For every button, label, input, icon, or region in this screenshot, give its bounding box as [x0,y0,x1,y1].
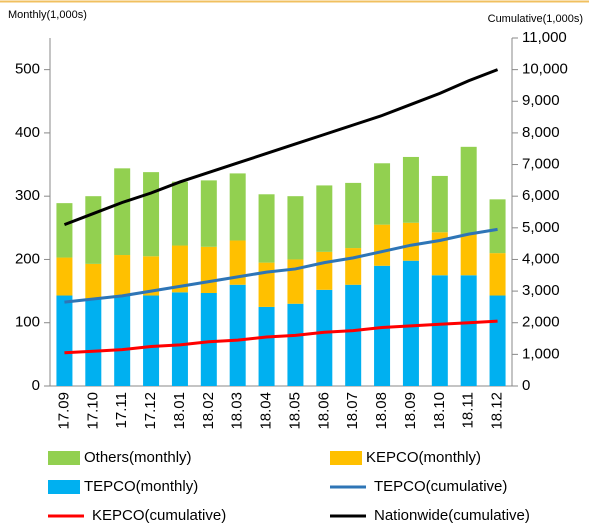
bar-segment [114,295,131,386]
y2-tick-label: 11,000 [522,29,567,46]
y-tick-label: 400 [15,124,40,141]
bar-segment [143,295,160,386]
bar-segment [85,263,102,299]
bar-segment [85,298,102,386]
x-tick-label: 18.12 [489,392,506,430]
line-series [64,227,498,304]
bar-segment [402,156,419,223]
y2-tick-label: 1,000 [522,345,560,362]
bar-segment [345,284,362,386]
bar-segment [287,196,304,260]
bar-segment [287,303,304,386]
bar-segment [229,284,246,386]
y2-tick-label: 3,000 [522,282,560,299]
y2-tick-label: 8,000 [522,124,560,141]
bar-segment [316,251,333,290]
y2-tick-label: 5,000 [522,219,560,236]
bar-segment [402,260,419,386]
x-tick-label: 17.11 [113,392,130,428]
legend-label: KEPCO(cumulative) [92,507,226,524]
x-tick-label: 18.02 [200,392,217,430]
bar-segment [171,245,188,293]
bar-segment [374,224,391,266]
y2-tick-label: 4,000 [522,250,560,267]
bar-segment [489,253,506,296]
bar-segment [316,185,333,252]
bar-segment [258,262,275,307]
legend-label: Others(monthly) [84,449,192,466]
bar-segment [56,295,73,386]
x-tick-label: 18.03 [229,392,246,430]
x-tick-label: 18.06 [315,392,332,430]
x-tick-label: 18.11 [460,392,477,428]
legend-label: Nationwide(cumulative) [374,507,530,524]
bar-segment [489,295,506,386]
y-tick-label: 500 [15,61,40,78]
x-tick-label: 18.05 [286,392,303,430]
x-tick-label: 18.07 [344,392,361,430]
bar-segment [85,196,102,264]
y2-axis-title: Cumulative(1,000s) [488,13,583,25]
y-tick-label: 300 [15,187,40,204]
bar-segment [489,199,506,254]
bar-segment [200,292,217,386]
legend-label: KEPCO(monthly) [366,449,481,466]
bar-segment [143,256,160,296]
x-tick-label: 18.01 [171,392,188,430]
bar-segment [460,234,477,276]
bar-segment [287,259,304,304]
y2-tick-label: 9,000 [522,92,560,109]
legend-swatch [48,480,80,494]
bar-segment [345,248,362,285]
bar-segment [229,173,246,241]
y-tick-label: 200 [15,250,40,267]
line-series [63,68,499,227]
bar-segment [431,232,448,276]
x-tick-label: 17.10 [84,392,101,430]
bar-segment [229,240,246,285]
bar-segment [316,289,333,386]
legend-label: TEPCO(monthly) [84,478,198,495]
bar-segment [56,257,73,296]
bar-segment [258,194,275,263]
bar-segment [258,306,275,386]
bar-segment [431,275,448,386]
y2-tick-label: 7,000 [522,156,560,173]
bar-segment [143,172,160,257]
legend-swatch [48,451,80,465]
x-tick-label: 18.09 [402,392,419,430]
bar-segment [114,255,131,296]
y-tick-label: 0 [32,377,40,394]
bar-segment [460,275,477,386]
y2-tick-label: 6,000 [522,187,560,204]
y-tick-label: 100 [15,314,40,331]
bar-segment [374,163,391,225]
x-tick-label: 18.04 [258,392,275,430]
y2-tick-label: 0 [522,377,530,394]
bar-segment [402,222,419,261]
bar-segment [56,203,73,258]
bar-segment [345,182,362,249]
legend-label: TEPCO(cumulative) [374,478,507,495]
bar-segment [374,265,391,386]
line-series [64,319,498,355]
bar-segment [114,168,131,256]
bar-segment [171,292,188,386]
x-tick-label: 17.09 [55,392,72,430]
x-tick-label: 18.08 [373,392,390,430]
y2-tick-label: 2,000 [522,314,560,331]
y-axis-title: Monthly(1,000s) [8,9,87,21]
bar-segment [200,180,217,247]
bar-segment [200,246,217,293]
x-tick-label: 17.12 [142,392,159,430]
bar-segment [431,175,448,233]
x-tick-label: 18.10 [431,392,448,430]
legend-swatch [330,451,362,465]
bar-segment [171,181,188,246]
bar-segment [460,146,477,235]
y2-tick-label: 10,000 [522,61,568,78]
